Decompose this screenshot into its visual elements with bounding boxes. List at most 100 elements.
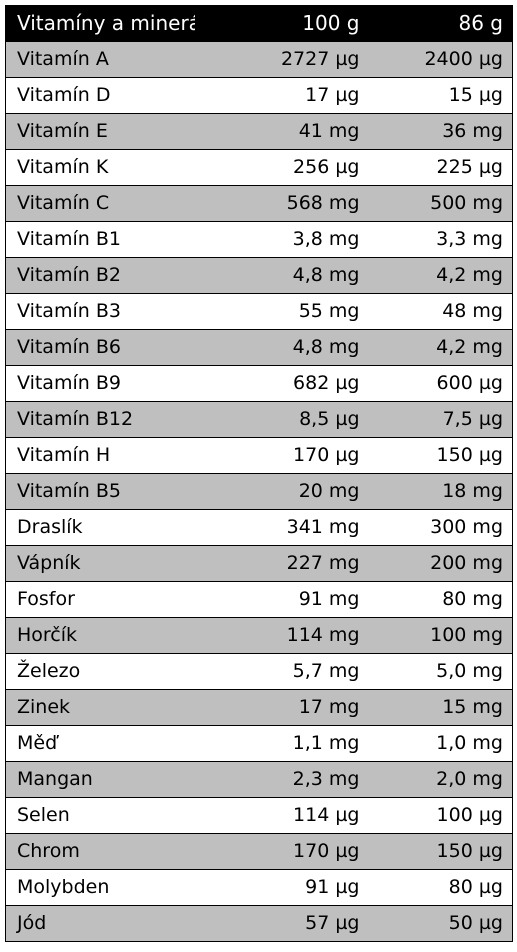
table-row: Vitamín B1 3,8 mg 3,3 mg <box>5 221 513 258</box>
value-86g: 80 µg <box>365 869 513 906</box>
value-100g: 227 mg <box>195 545 366 582</box>
nutrient-name: Vitamín E <box>5 113 196 150</box>
nutrient-name: Železo <box>5 653 196 690</box>
value-100g: 3,8 mg <box>195 221 366 258</box>
value-86g: 225 µg <box>365 149 513 186</box>
value-86g: 1,0 mg <box>365 725 513 762</box>
value-100g: 170 µg <box>195 833 366 870</box>
nutrient-name: Vitamín B12 <box>5 401 196 438</box>
nutrient-name: Zinek <box>5 689 196 726</box>
table-row: Horčík 114 mg 100 mg <box>5 617 513 654</box>
value-100g: 20 mg <box>195 473 366 510</box>
value-100g: 170 µg <box>195 437 366 474</box>
table-row: Fosfor 91 mg 80 mg <box>5 581 513 618</box>
value-100g: 41 mg <box>195 113 366 150</box>
table-row: Vitamín C 568 mg 500 mg <box>5 185 513 222</box>
table-row: Draslík 341 mg 300 mg <box>5 509 513 546</box>
table-row: Vitamín B2 4,8 mg 4,2 mg <box>5 257 513 294</box>
value-86g: 4,2 mg <box>365 257 513 294</box>
value-100g: 114 µg <box>195 797 366 834</box>
value-100g: 55 mg <box>195 293 366 330</box>
nutrient-name: Molybden <box>5 869 196 906</box>
nutrient-name: Selen <box>5 797 196 834</box>
value-86g: 4,2 mg <box>365 329 513 366</box>
value-86g: 15 mg <box>365 689 513 726</box>
table-row: Vápník 227 mg 200 mg <box>5 545 513 582</box>
table-row: Zinek 17 mg 15 mg <box>5 689 513 726</box>
value-100g: 4,8 mg <box>195 329 366 366</box>
table-row: Jód 57 µg 50 µg <box>5 905 513 942</box>
value-100g: 682 µg <box>195 365 366 402</box>
nutrient-name: Chrom <box>5 833 196 870</box>
value-100g: 5,7 mg <box>195 653 366 690</box>
nutrient-name: Horčík <box>5 617 196 654</box>
table-row: Molybden 91 µg 80 µg <box>5 869 513 906</box>
table-row: Měď 1,1 mg 1,0 mg <box>5 725 513 762</box>
nutrient-name: Vitamín D <box>5 77 196 114</box>
nutrient-name: Vápník <box>5 545 196 582</box>
table-row: Vitamín D 17 µg 15 µg <box>5 77 513 114</box>
value-86g: 150 µg <box>365 437 513 474</box>
header-col-100g: 100 g <box>195 5 366 42</box>
nutrition-table: Vitamíny a minerály 100 g 86 g Vitamín A… <box>5 5 513 942</box>
value-100g: 2727 µg <box>195 41 366 78</box>
value-86g: 18 mg <box>365 473 513 510</box>
value-86g: 36 mg <box>365 113 513 150</box>
value-86g: 500 mg <box>365 185 513 222</box>
table-header-row: Vitamíny a minerály 100 g 86 g <box>5 5 513 42</box>
value-100g: 91 µg <box>195 869 366 906</box>
table-row: Mangan 2,3 mg 2,0 mg <box>5 761 513 798</box>
value-86g: 5,0 mg <box>365 653 513 690</box>
nutrient-name: Měď <box>5 725 196 762</box>
table-row: Vitamín B3 55 mg 48 mg <box>5 293 513 330</box>
nutrient-name: Vitamín B2 <box>5 257 196 294</box>
table-row: Vitamín B9 682 µg 600 µg <box>5 365 513 402</box>
value-100g: 1,1 mg <box>195 725 366 762</box>
value-86g: 100 mg <box>365 617 513 654</box>
value-100g: 114 mg <box>195 617 366 654</box>
nutrient-name: Vitamín B5 <box>5 473 196 510</box>
value-100g: 568 mg <box>195 185 366 222</box>
table-row: Vitamín B12 8,5 µg 7,5 µg <box>5 401 513 438</box>
header-name: Vitamíny a minerály <box>5 5 196 42</box>
value-86g: 15 µg <box>365 77 513 114</box>
nutrient-name: Mangan <box>5 761 196 798</box>
value-86g: 80 mg <box>365 581 513 618</box>
table-row: Vitamín H 170 µg 150 µg <box>5 437 513 474</box>
value-100g: 17 µg <box>195 77 366 114</box>
value-86g: 2400 µg <box>365 41 513 78</box>
table-row: Vitamín B6 4,8 mg 4,2 mg <box>5 329 513 366</box>
value-100g: 57 µg <box>195 905 366 942</box>
nutrient-name: Vitamín B9 <box>5 365 196 402</box>
nutrient-name: Vitamín B1 <box>5 221 196 258</box>
table-row: Selen 114 µg 100 µg <box>5 797 513 834</box>
value-86g: 200 mg <box>365 545 513 582</box>
value-100g: 256 µg <box>195 149 366 186</box>
nutrient-name: Fosfor <box>5 581 196 618</box>
value-86g: 7,5 µg <box>365 401 513 438</box>
header-col-86g: 86 g <box>365 5 513 42</box>
table-body: Vitamín A 2727 µg 2400 µg Vitamín D 17 µg 15 … <box>5 41 513 942</box>
value-100g: 4,8 mg <box>195 257 366 294</box>
value-86g: 3,3 mg <box>365 221 513 258</box>
table-row: Železo 5,7 mg 5,0 mg <box>5 653 513 690</box>
nutrient-name: Vitamín B3 <box>5 293 196 330</box>
value-100g: 8,5 µg <box>195 401 366 438</box>
table-row: Vitamín B5 20 mg 18 mg <box>5 473 513 510</box>
value-100g: 91 mg <box>195 581 366 618</box>
nutrient-name: Vitamín K <box>5 149 196 186</box>
nutrient-name: Draslík <box>5 509 196 546</box>
nutrient-name: Vitamín B6 <box>5 329 196 366</box>
value-86g: 600 µg <box>365 365 513 402</box>
value-100g: 2,3 mg <box>195 761 366 798</box>
value-86g: 150 µg <box>365 833 513 870</box>
value-100g: 17 mg <box>195 689 366 726</box>
nutrient-name: Jód <box>5 905 196 942</box>
value-100g: 341 mg <box>195 509 366 546</box>
table-row: Vitamín K 256 µg 225 µg <box>5 149 513 186</box>
value-86g: 100 µg <box>365 797 513 834</box>
table-row: Vitamín A 2727 µg 2400 µg <box>5 41 513 78</box>
value-86g: 50 µg <box>365 905 513 942</box>
value-86g: 2,0 mg <box>365 761 513 798</box>
table-row: Chrom 170 µg 150 µg <box>5 833 513 870</box>
